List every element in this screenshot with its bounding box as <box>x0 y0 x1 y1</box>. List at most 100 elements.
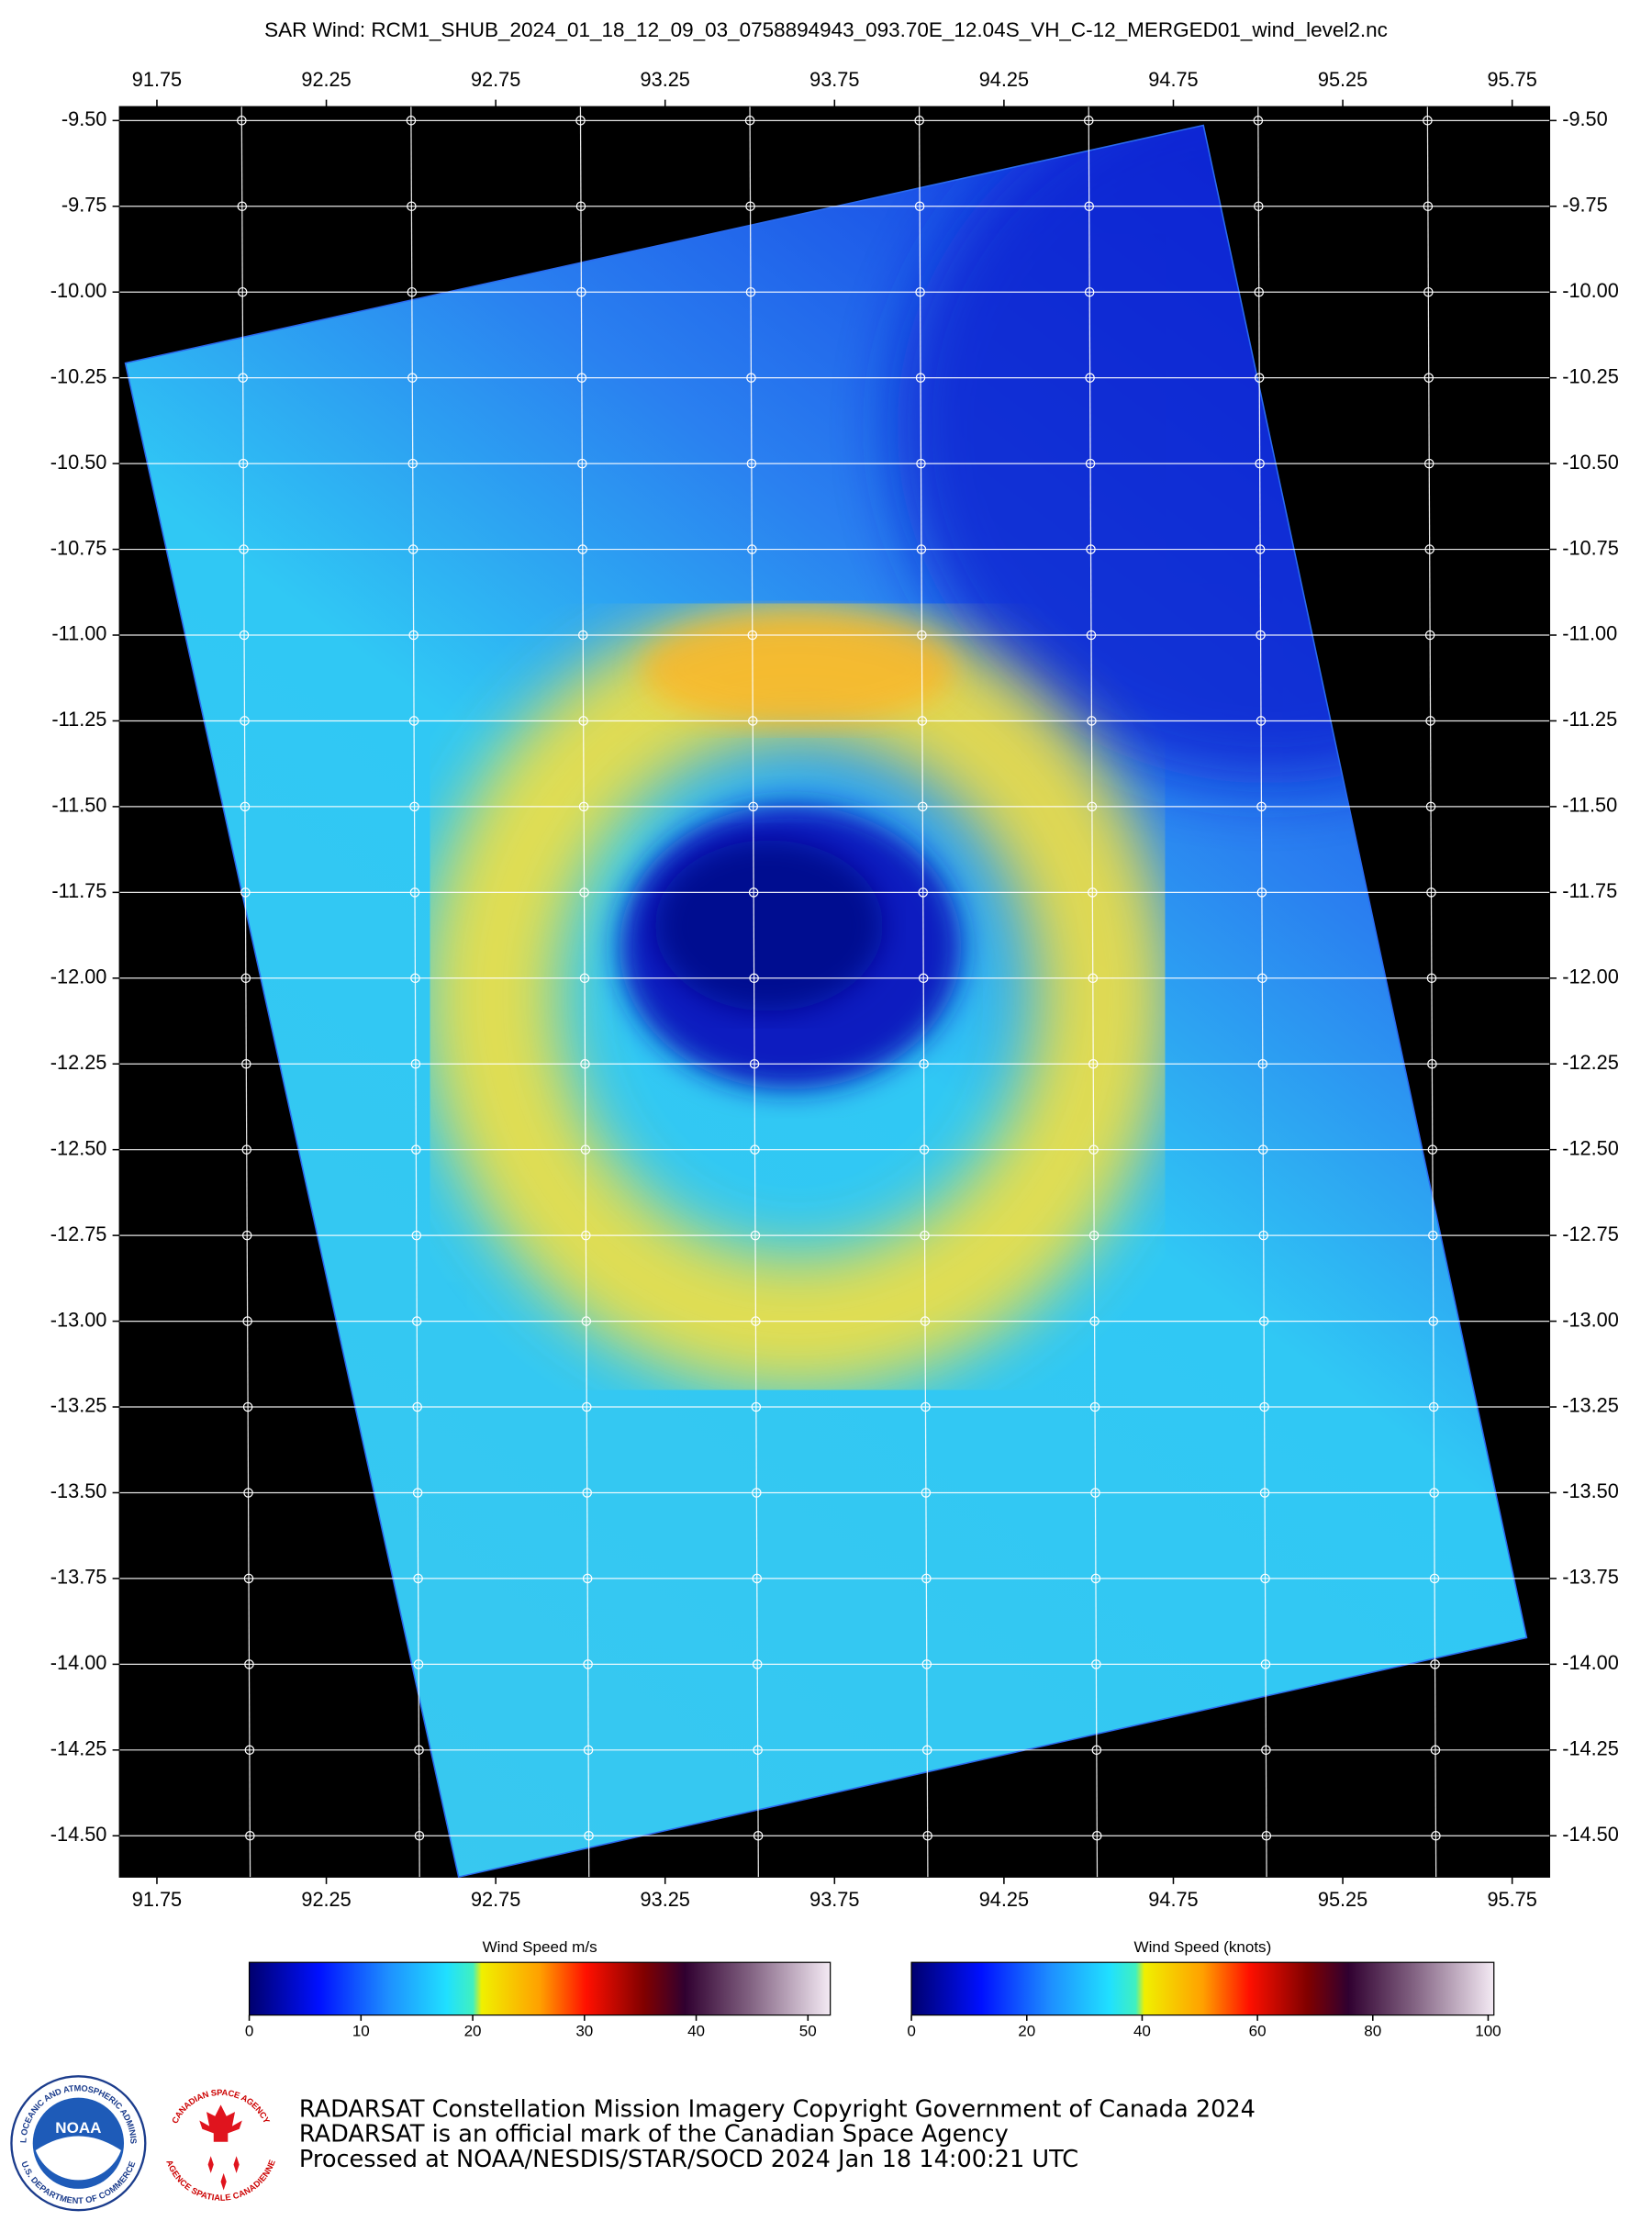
x-tick-label: 93.25 <box>641 1888 690 1911</box>
grid-node <box>745 286 756 297</box>
grid-node <box>916 458 926 469</box>
grid-node <box>1085 458 1096 469</box>
grid-node <box>577 458 587 469</box>
grid-node <box>1254 373 1265 383</box>
grid-node <box>240 716 250 726</box>
grid-node <box>408 630 419 641</box>
grid-line <box>1088 106 1099 1878</box>
y-tick-label: -13.25 <box>50 1394 107 1417</box>
y-tick-label: -12.50 <box>50 1136 107 1159</box>
grid-node <box>1425 801 1436 812</box>
grid-node <box>577 630 588 641</box>
colorbar-tick-label: 0 <box>907 2023 915 2040</box>
colorbar <box>910 1961 1495 2016</box>
colorbar-tick-label: 20 <box>1018 2023 1035 2040</box>
grid-line <box>579 106 590 1878</box>
grid-node <box>918 801 928 812</box>
grid-node <box>917 630 927 641</box>
grid-node <box>920 1230 930 1241</box>
grid-node <box>242 1401 253 1412</box>
colorbar-tick-label: 40 <box>687 2023 705 2040</box>
credit-line: RADARSAT Constellation Mission Imagery C… <box>299 2096 1256 2124</box>
grid-node <box>1424 630 1435 641</box>
grid-node <box>922 1830 932 1841</box>
y-tick-label: -12.00 <box>50 965 107 988</box>
grid-node <box>240 801 251 812</box>
grid-node <box>1254 201 1264 212</box>
grid-node <box>1429 1488 1439 1498</box>
grid-node <box>1256 801 1267 812</box>
noaa-gull <box>35 2136 121 2181</box>
grid-node <box>921 1488 932 1498</box>
grid-node <box>1090 1573 1101 1584</box>
x-tick-label: 94.75 <box>1148 68 1198 91</box>
grid-node <box>1430 1745 1441 1756</box>
grid-node <box>753 1745 763 1756</box>
grid-node <box>753 1830 764 1841</box>
y-tick-label: -11.00 <box>51 622 106 645</box>
y-tick-label: -12.50 <box>1562 1136 1619 1159</box>
noaa-text: NOAA <box>55 2119 101 2137</box>
y-tick-label: -13.25 <box>1562 1394 1619 1417</box>
grid-node <box>1428 1401 1439 1412</box>
grid-node <box>1427 1144 1438 1155</box>
grid-node <box>749 1058 760 1069</box>
grid-node <box>408 716 419 726</box>
y-tick-label: -14.00 <box>50 1651 107 1674</box>
y-tick-label: -12.00 <box>1562 965 1619 988</box>
grid-line <box>410 106 420 1878</box>
grid-node <box>752 1573 763 1584</box>
y-tick-label: -9.75 <box>1562 194 1608 217</box>
grid-node <box>1088 1058 1099 1069</box>
csa-bottom: AGENCE SPATIALE CANADIENNE <box>164 2159 278 2203</box>
y-tick-label: -11.75 <box>51 879 106 902</box>
grid-node <box>1426 887 1436 898</box>
grid-node <box>411 1316 422 1326</box>
y-tick-label: -11.00 <box>1562 622 1617 645</box>
x-tick-label: 95.75 <box>1487 1888 1536 1911</box>
y-tick-label: -10.25 <box>1562 364 1619 387</box>
colorbar-tick-label: 50 <box>799 2023 817 2040</box>
y-tick-label: -10.50 <box>1562 451 1619 474</box>
grid-node <box>581 1316 592 1326</box>
grid-node <box>1084 201 1094 212</box>
colorbar-label: Wind Speed (knots) <box>1134 1938 1272 1956</box>
grid-node <box>575 116 586 126</box>
grid-node <box>580 1144 591 1155</box>
grid-line <box>749 106 759 1878</box>
x-tick-label: 95.75 <box>1487 68 1536 91</box>
y-tick-label: -9.50 <box>61 107 107 130</box>
grid-node <box>243 1488 253 1498</box>
grid-node <box>1428 1230 1438 1241</box>
grid-node <box>407 373 418 383</box>
y-tick-label: -12.25 <box>50 1051 107 1074</box>
grid-node <box>1256 716 1267 726</box>
grid-node <box>1261 1830 1272 1841</box>
grid-node <box>583 1745 594 1756</box>
grid-node <box>1089 1401 1100 1412</box>
colorbar-tick-label: 20 <box>464 2023 482 2040</box>
grid-node <box>746 373 756 383</box>
grid-node <box>744 116 755 126</box>
grid-node <box>241 1144 252 1155</box>
colorbar-tick-label: 40 <box>1133 2023 1151 2040</box>
grid-node <box>243 1573 254 1584</box>
grid-node <box>745 201 755 212</box>
grid-node <box>582 1573 593 1584</box>
grid-node <box>921 1401 931 1412</box>
grid-node <box>578 801 589 812</box>
grid-node <box>1424 544 1434 554</box>
grid-node <box>916 544 927 554</box>
y-tick-label: -14.00 <box>1562 1651 1619 1674</box>
y-tick-label: -11.50 <box>1562 794 1617 817</box>
grid-node <box>576 286 586 297</box>
x-tick-label: 94.25 <box>979 1888 1029 1911</box>
grid-node <box>579 887 589 898</box>
x-tick-label: 93.75 <box>809 68 859 91</box>
grid-node <box>414 1830 425 1841</box>
grid-node <box>407 544 419 554</box>
y-tick-label: -9.50 <box>1562 107 1608 130</box>
grid-node <box>1090 1488 1100 1498</box>
grid-node <box>1259 1488 1270 1498</box>
grid-node <box>1260 1573 1270 1584</box>
